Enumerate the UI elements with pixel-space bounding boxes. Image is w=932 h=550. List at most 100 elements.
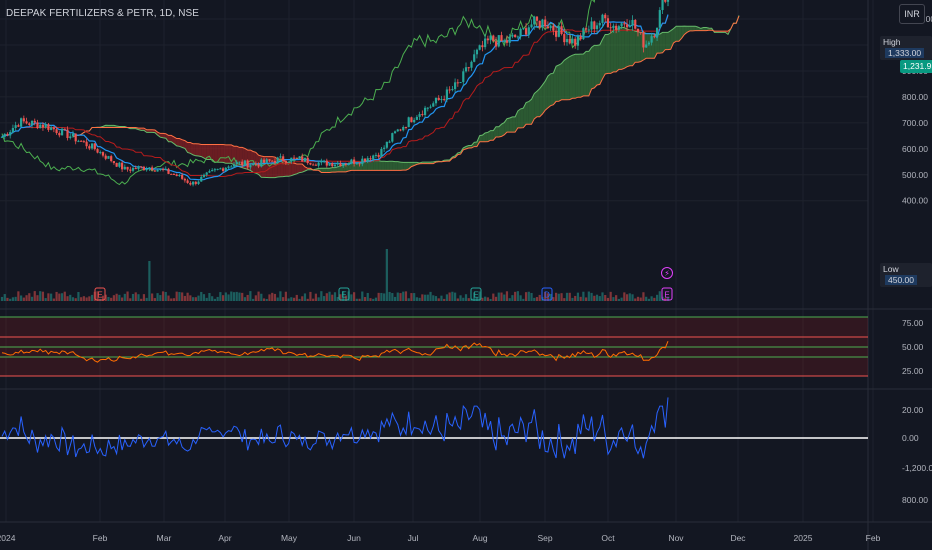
volume-bar — [473, 292, 476, 301]
volume-bar — [208, 292, 211, 301]
candle-body — [328, 163, 331, 166]
volume-bar — [254, 295, 257, 301]
cloud-segment — [564, 58, 568, 100]
cloud-segment — [575, 54, 578, 99]
currency-button[interactable]: INR — [899, 4, 925, 24]
volume-bar — [560, 293, 563, 301]
candle-body — [505, 40, 509, 43]
volume-bar — [503, 294, 506, 301]
volume-bar — [202, 294, 206, 301]
candle-body — [331, 163, 334, 167]
volume-bar — [380, 292, 383, 301]
volume-bar — [17, 291, 20, 301]
candle-body — [112, 161, 116, 163]
candle-body — [595, 25, 599, 30]
volume-bar — [74, 298, 77, 301]
candle-body — [593, 21, 596, 30]
candle-body — [511, 34, 514, 37]
candle-body — [361, 158, 364, 165]
volume-bar — [238, 292, 241, 301]
candle-body — [609, 27, 612, 29]
volume-bar — [90, 294, 94, 301]
cloud-segment — [572, 54, 576, 99]
volume-bar — [617, 298, 620, 301]
candle-body — [107, 156, 110, 159]
cloud-segment — [111, 125, 114, 128]
volume-bar — [574, 295, 577, 301]
volume-bar — [402, 291, 405, 301]
cloud-segment — [613, 29, 617, 72]
volume-bar — [344, 295, 348, 301]
price-tick-label: 600.00 — [902, 144, 928, 154]
candle-body — [317, 162, 320, 166]
volume-bar — [554, 292, 558, 301]
volume-bar — [161, 291, 165, 301]
candle-body — [391, 133, 394, 142]
volume-bar — [385, 249, 388, 301]
candle-body — [434, 97, 438, 104]
cloud-segment — [539, 85, 543, 117]
cloud-segment — [621, 27, 625, 70]
candle-body — [290, 157, 293, 162]
candle-body — [232, 164, 236, 167]
cloud-segment — [168, 135, 172, 142]
candle-body — [241, 161, 244, 166]
candle-body — [374, 154, 378, 156]
volume-bar — [303, 293, 307, 301]
candle-body — [282, 156, 285, 161]
volume-bar — [377, 292, 380, 301]
volume-bar — [211, 296, 214, 301]
cloud-segment — [517, 108, 521, 128]
event-marker — [661, 287, 673, 301]
cloud-segment — [594, 45, 598, 88]
candle-body — [636, 28, 640, 33]
candle-body — [571, 38, 574, 44]
candle-body — [183, 178, 186, 181]
candle-body — [181, 174, 184, 179]
volume-bar — [612, 297, 615, 301]
candle-body — [538, 20, 541, 28]
volume-bar — [432, 295, 435, 301]
candle-body — [478, 45, 481, 50]
volume-bar — [590, 292, 593, 301]
candle-body — [52, 127, 55, 130]
candle-body — [350, 159, 353, 164]
price-tick-label: 500.00 — [902, 170, 928, 180]
volume-bar — [426, 294, 429, 301]
event-marker — [338, 287, 350, 301]
volume-bar — [519, 295, 522, 301]
candle-body — [265, 159, 268, 163]
volume-bar — [230, 291, 233, 301]
event-marker-label: E — [664, 291, 669, 300]
volume-bar — [279, 291, 282, 301]
candle-body — [369, 158, 372, 160]
volume-bar — [142, 294, 146, 301]
candle-body — [69, 136, 72, 139]
volume-bar — [533, 297, 536, 301]
volume-bar — [363, 297, 367, 301]
volume-bar — [110, 297, 113, 301]
volume-bar — [88, 296, 91, 301]
osc-tick-label: 20.00 — [902, 405, 924, 415]
volume-bar — [565, 292, 569, 301]
cloud-segment — [523, 102, 527, 128]
volume-bar — [497, 292, 500, 301]
cloud-segment — [591, 45, 595, 89]
cloud-segment — [689, 26, 693, 31]
candle-body — [77, 140, 80, 142]
volume-bar — [309, 291, 312, 301]
cloud-segment — [236, 146, 240, 167]
candle-body — [20, 118, 23, 127]
candle-body — [655, 27, 659, 37]
cloud-segment — [496, 126, 499, 138]
volume-bar — [598, 296, 601, 301]
candle-body — [295, 157, 298, 159]
volume-bar — [292, 297, 296, 301]
candle-body — [252, 163, 255, 166]
volume-bar — [639, 297, 642, 301]
cloud-segment — [520, 108, 524, 128]
cloud-segment — [659, 32, 663, 54]
volume-bar — [30, 296, 34, 301]
